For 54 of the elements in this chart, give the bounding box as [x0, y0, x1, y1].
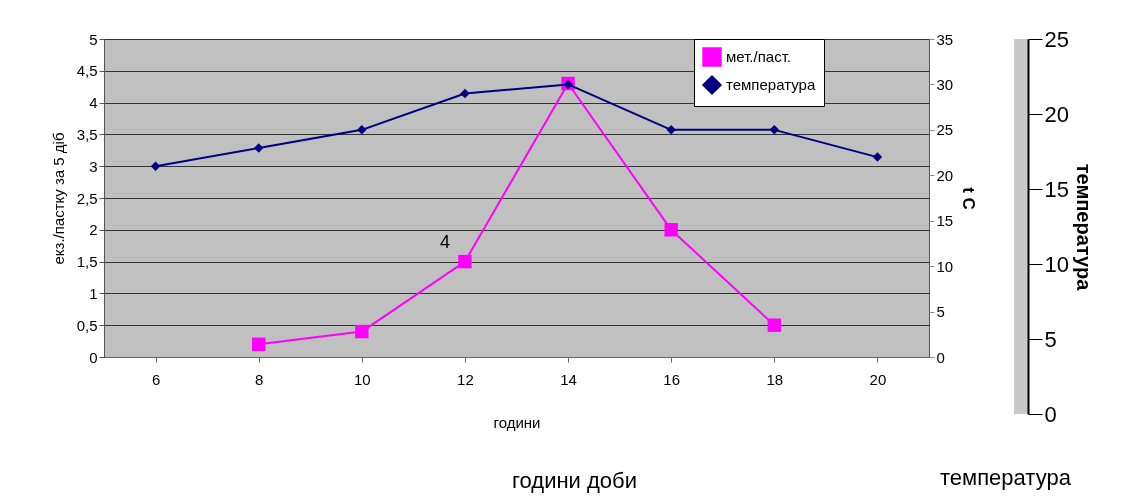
y-tick-label: 3,5: [76, 125, 98, 143]
y-tick-label: 1,5: [76, 253, 98, 271]
y-tick-label: 0: [89, 348, 98, 366]
x-tick-label: 20: [869, 370, 887, 388]
y2-tick-label: 20: [936, 166, 954, 184]
x-tick-label: 10: [353, 370, 371, 388]
text: години доби: [512, 468, 637, 494]
x-tick-label: 6: [151, 370, 161, 388]
point: [150, 161, 161, 171]
text: температура: [940, 465, 1071, 491]
y-tick-label: 4,5: [76, 62, 98, 80]
point: [460, 88, 470, 99]
y-axis-title: екз./пастку за 5 діб: [49, 132, 67, 265]
y3-axis-title: температура: [1072, 163, 1095, 292]
y-tick-label: 4: [89, 94, 98, 112]
y-tick-label: 0,5: [76, 316, 98, 334]
x-tick-label: 14: [560, 370, 577, 388]
y3-tick-label: 5: [1044, 326, 1057, 352]
y2-tick-label: 0: [936, 348, 945, 366]
legend-label: температура: [726, 76, 816, 93]
point: [355, 324, 369, 339]
y2-tick-label: 25: [936, 121, 954, 139]
x-tick-label: 8: [255, 370, 264, 388]
x-tick-label: 18: [766, 370, 784, 388]
point: [872, 152, 883, 162]
y3-tick-label: 20: [1044, 101, 1069, 127]
y2-tick-label: 35: [936, 30, 954, 48]
annotation: 4: [440, 232, 451, 253]
point: [769, 125, 780, 135]
y3-tick-label: 25: [1044, 26, 1069, 52]
x-axis-title: години: [493, 413, 541, 431]
y2-axis-title: t C: [959, 187, 979, 210]
point: [253, 143, 264, 153]
point: [251, 337, 266, 351]
point: [357, 125, 367, 135]
y3-tick-label: 15: [1044, 176, 1069, 202]
legend-label: мет./паст.: [726, 48, 792, 65]
point: [767, 318, 782, 332]
y-tick-label: 2: [89, 221, 98, 239]
point: [664, 223, 678, 237]
y3-tick-label: 0: [1044, 401, 1057, 427]
y2-tick-label: 10: [936, 257, 954, 275]
point: [666, 125, 676, 135]
point: [458, 254, 472, 269]
y3-tick-label: 10: [1044, 251, 1069, 277]
y-tick-label: 5: [89, 30, 98, 48]
x-tick-label: 12: [457, 370, 474, 388]
x-tick-label: 16: [663, 370, 681, 388]
y-tick-label: 3: [89, 157, 98, 175]
y-tick-label: 1: [89, 284, 98, 302]
y2-tick-label: 5: [936, 303, 945, 321]
y2-tick-label: 15: [936, 212, 954, 230]
y2-tick-label: 30: [936, 75, 954, 93]
y-tick-label: 2,5: [76, 189, 98, 207]
